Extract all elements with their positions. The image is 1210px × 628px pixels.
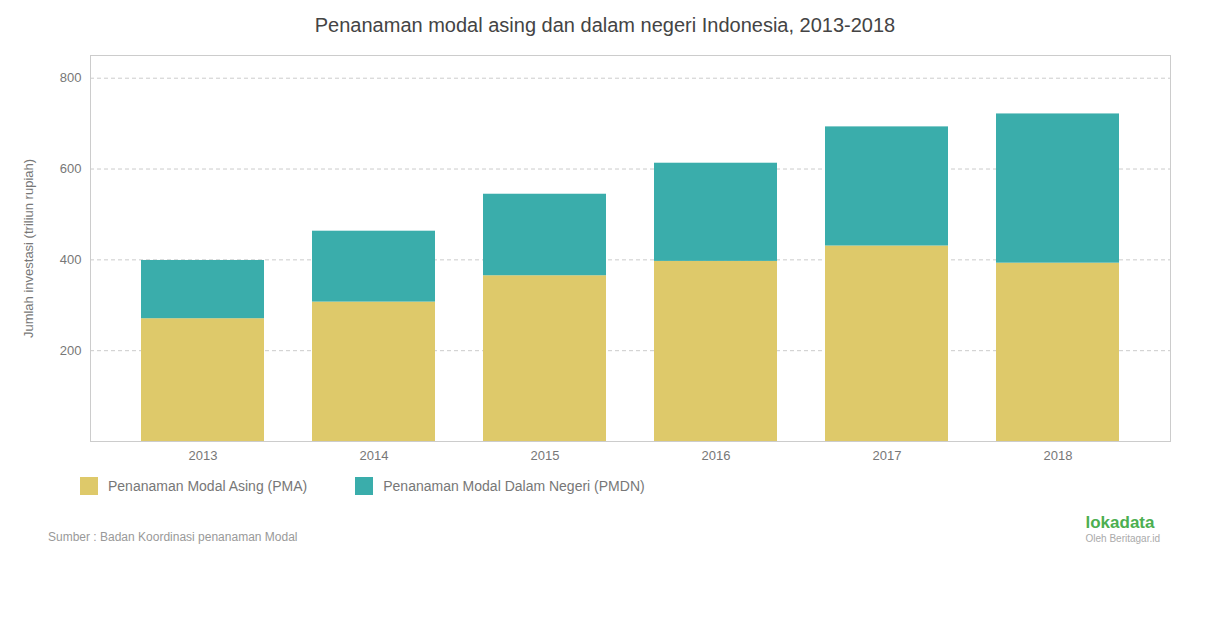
svg-text:2018: 2018 xyxy=(1044,448,1073,463)
svg-text:2017: 2017 xyxy=(873,448,902,463)
svg-text:200: 200 xyxy=(60,343,82,358)
svg-text:Jumlah investasi (triliun rupi: Jumlah investasi (triliun rupiah) xyxy=(21,159,36,338)
html-text:Sumber : Badan Koordinasi pena: Sumber : Badan Koordinasi penanaman Moda… xyxy=(48,530,298,544)
svg-text:2015: 2015 xyxy=(531,448,560,463)
svg-text:2014: 2014 xyxy=(360,448,389,463)
svg-text:600: 600 xyxy=(60,161,82,176)
html-text:Penanaman Modal Dalam Negeri (: Penanaman Modal Dalam Negeri (PMDN) xyxy=(383,478,645,494)
svg-text:400: 400 xyxy=(60,252,82,267)
svg-text:800: 800 xyxy=(60,70,82,85)
svg-text:2013: 2013 xyxy=(189,448,218,463)
html-text:Penanaman Modal Asing (PMA): Penanaman Modal Asing (PMA) xyxy=(108,478,308,494)
html-text:lokadata: lokadata xyxy=(1085,513,1155,532)
svg-text:2016: 2016 xyxy=(702,448,731,463)
html-text:Penanaman modal asing dan dala: Penanaman modal asing dan dalam negeri I… xyxy=(314,14,896,36)
html-text:Oleh Beritagar.id: Oleh Beritagar.id xyxy=(1085,533,1160,544)
